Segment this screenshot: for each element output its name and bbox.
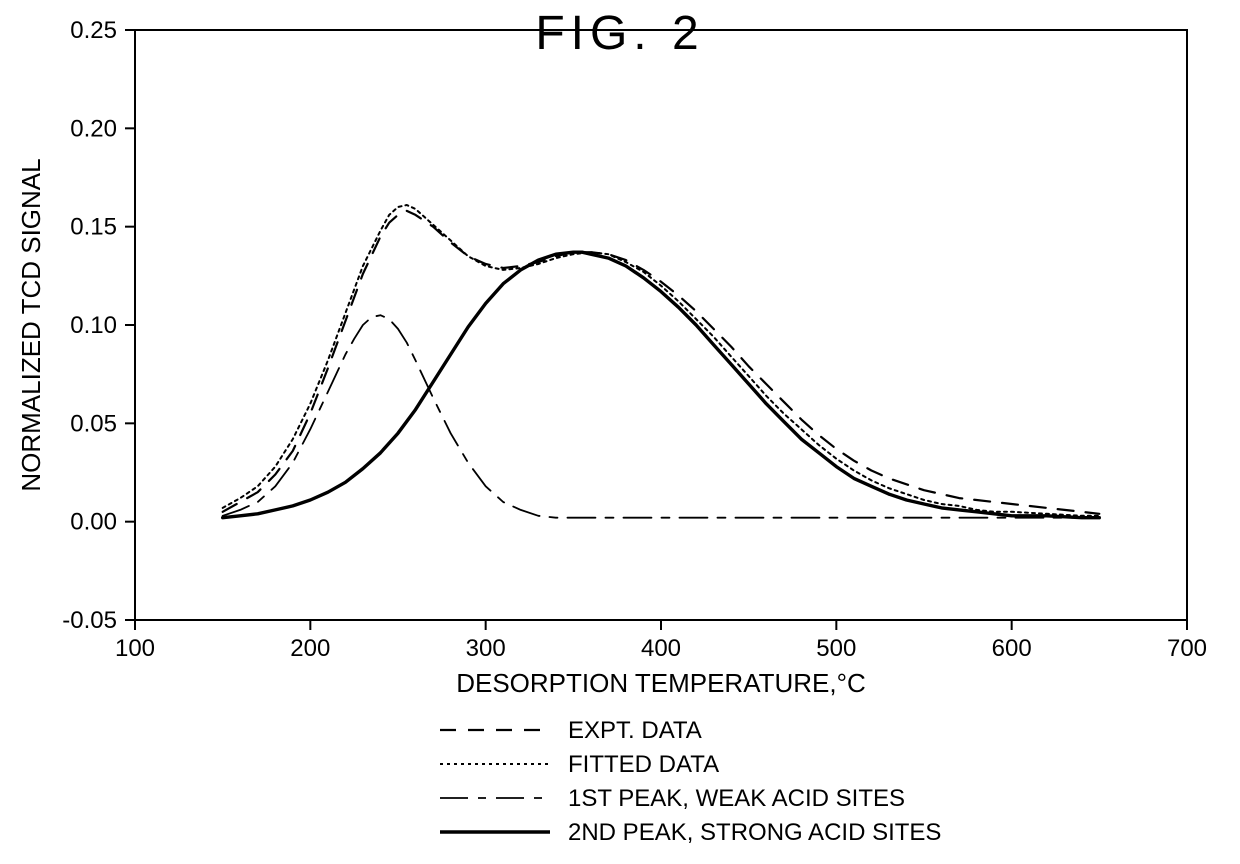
figure-container: FIG. 2 100 200 300 400 500 600 700 -0.05 0.00 0.0…: [0, 0, 1240, 864]
series-peak1: [223, 315, 1100, 518]
legend-label-peak2: 2ND PEAK, STRONG ACID SITES: [568, 819, 941, 846]
y-tick-label: 0.20: [70, 115, 117, 142]
plot-box: [135, 30, 1187, 620]
x-tick-label: 100: [115, 635, 155, 662]
x-tick-label: 700: [1167, 635, 1207, 662]
series-fitted: [223, 205, 1100, 516]
legend-label-expt: EXPT. DATA: [568, 717, 702, 744]
figure-title: FIG. 2: [0, 6, 1240, 61]
chart-svg: 100 200 300 400 500 600 700 -0.05 0.00 0.05 0.10 0.…: [0, 0, 1240, 864]
x-tick-label: 500: [816, 635, 856, 662]
x-tick-label: 300: [466, 635, 506, 662]
y-axis-label: NORMALIZED TCD SIGNAL: [16, 158, 46, 491]
series-expt: [223, 211, 1100, 514]
x-tick-label: 200: [290, 635, 330, 662]
y-tick-label: 0.00: [70, 509, 117, 536]
legend-label-peak1: 1ST PEAK, WEAK ACID SITES: [568, 785, 905, 812]
y-tick-label: 0.05: [70, 410, 117, 437]
legend-label-fitted: FITTED DATA: [568, 751, 719, 778]
y-tick-label: -0.05: [62, 607, 117, 634]
x-tick-label: 400: [641, 635, 681, 662]
x-axis-label: DESORPTION TEMPERATURE,°C: [456, 668, 866, 698]
y-tick-label: 0.15: [70, 214, 117, 241]
y-tick-label: 0.10: [70, 312, 117, 339]
x-tick-label: 600: [992, 635, 1032, 662]
